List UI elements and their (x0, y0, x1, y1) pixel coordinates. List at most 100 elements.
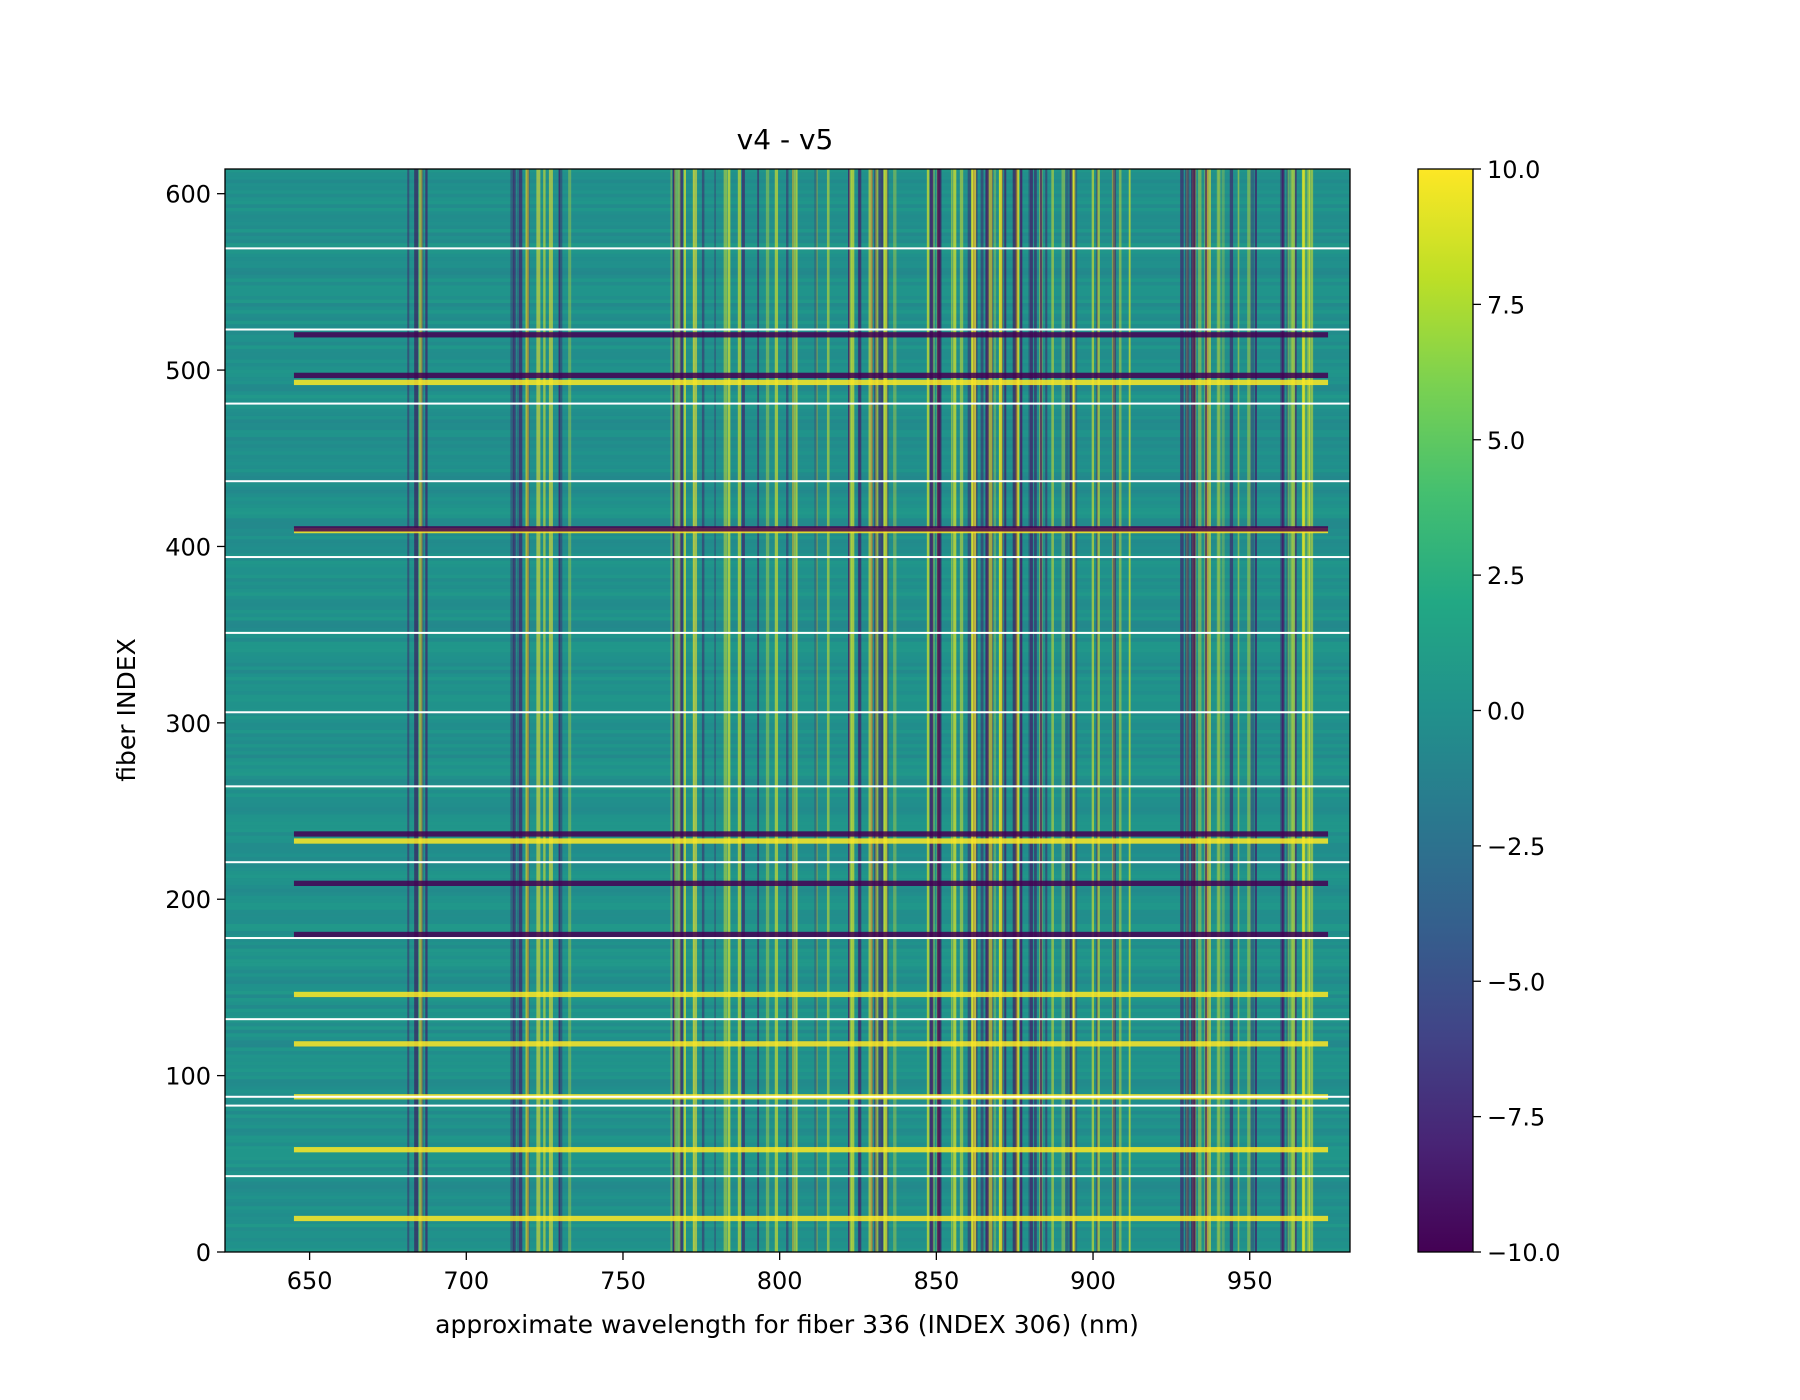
fiber-row-shade (225, 1012, 1350, 1016)
fiber-row-shade (225, 835, 1350, 840)
colorbar-tick-label: −7.5 (1487, 1104, 1545, 1132)
spectral-line (1216, 169, 1220, 1252)
fiber-row-shade (225, 1213, 1350, 1217)
fiber-row-shade (225, 691, 1350, 695)
fiber-row-shade (225, 1079, 1350, 1083)
fiber-row-shade (225, 1022, 1350, 1027)
colorbar-tick-label: 10.0 (1487, 156, 1540, 184)
fiber-row-shade (225, 408, 1350, 413)
fiber-row-shade (225, 803, 1350, 808)
fiber-row-shade (225, 225, 1350, 229)
fiber-row-shade (225, 638, 1350, 642)
spectral-line (543, 169, 546, 1252)
fiber-row-shade (225, 976, 1350, 981)
spectral-line (849, 169, 852, 1252)
fiber-row-shade (225, 542, 1350, 547)
spectral-line (952, 169, 957, 1252)
fiber-row-shade (225, 1209, 1350, 1214)
fiber-row-shade (225, 500, 1350, 505)
fiber-row-shade (225, 451, 1350, 455)
spectral-line (674, 169, 678, 1252)
dark-fiber-row (293, 931, 1329, 938)
x-tick-label: 800 (757, 1267, 803, 1295)
fiber-row-shade (225, 486, 1350, 491)
fiber-row-shade (225, 733, 1350, 737)
x-tick-label: 700 (443, 1267, 489, 1295)
fiber-row-shade (225, 511, 1350, 515)
bright-fiber-row (293, 1215, 1329, 1222)
y-tick-label: 400 (165, 533, 211, 561)
spectral-line (672, 169, 676, 1252)
fiber-row-shade (225, 595, 1350, 600)
fiber-row-shade (225, 1029, 1350, 1034)
heatmap-cells (225, 169, 1350, 1252)
fiber-row-shade (225, 493, 1350, 498)
fiber-row-shade (225, 564, 1350, 568)
fiber-row-shade (225, 955, 1350, 960)
bundle-gap-line (225, 785, 1350, 788)
fiber-row-shade (225, 176, 1350, 180)
fiber-row-shade (225, 789, 1350, 794)
fiber-row-shade (225, 698, 1350, 702)
fiber-row-shade (225, 1057, 1350, 1062)
strong-spectral-line (1191, 169, 1196, 1252)
fiber-row-shade (225, 1072, 1350, 1076)
fiber-row-shade (225, 1100, 1350, 1104)
fiber-row-shade (225, 253, 1350, 258)
fiber-row-shade (225, 204, 1350, 208)
fiber-row-shade (225, 553, 1350, 558)
fiber-row-shade (225, 221, 1350, 226)
spectral-line (1004, 169, 1007, 1252)
fiber-row-shade (225, 902, 1350, 907)
spectral-line (1311, 169, 1314, 1252)
fiber-row-shade (225, 295, 1350, 300)
spectral-line (526, 169, 530, 1252)
fiber-row-shade (225, 394, 1350, 399)
fiber-row-shade (225, 387, 1350, 392)
fiber-row-shade (225, 729, 1350, 734)
fiber-row-shade (225, 267, 1350, 272)
fiber-row-shade (225, 969, 1350, 974)
fiber-row-shade (225, 1075, 1350, 1080)
strong-spectral-line (868, 169, 873, 1252)
spectral-line (425, 169, 428, 1252)
fiber-row-shade (225, 412, 1350, 416)
fiber-row-shade (225, 1163, 1350, 1168)
fiber-row-shade (225, 856, 1350, 861)
fiber-row-shade (225, 288, 1350, 293)
fiber-row-shade (225, 313, 1350, 318)
fiber-row-shade (225, 468, 1350, 473)
fiber-row-shade (225, 708, 1350, 713)
fiber-row-shade (225, 895, 1350, 900)
fiber-row-shade (225, 645, 1350, 649)
spectral-line (1091, 169, 1095, 1252)
y-tick-label: 600 (165, 181, 211, 209)
spectral-line (791, 169, 796, 1252)
fiber-row-shade (225, 243, 1350, 247)
fiber-row-shade (225, 535, 1350, 540)
fiber-row-shade (225, 482, 1350, 487)
spectral-line (980, 169, 984, 1252)
fiber-row-shade (225, 257, 1350, 261)
fiber-row-shade (225, 214, 1350, 219)
spectral-line (1290, 169, 1294, 1252)
spectral-line (874, 169, 878, 1252)
fiber-row-shade (225, 299, 1350, 304)
fiber-row-shade (225, 1160, 1350, 1164)
fiber-row-shade (225, 384, 1350, 388)
fiber-row-shade (225, 779, 1350, 783)
spectral-line (1218, 169, 1221, 1252)
fiber-row-shade (225, 715, 1350, 720)
fiber-row-shade (225, 507, 1350, 512)
spectral-line (1112, 169, 1117, 1252)
fiber-row-shade (225, 497, 1350, 501)
fiber-row-shade (225, 909, 1350, 914)
fiber-row-shade (225, 1234, 1350, 1238)
bundle-gap-line (225, 247, 1350, 250)
fiber-row-shade (225, 430, 1350, 434)
bundle-gap-line (225, 861, 1350, 864)
spectral-line (929, 169, 934, 1252)
spectral-line (407, 169, 410, 1252)
colorbar-tick-label: −5.0 (1487, 968, 1545, 996)
fiber-row-shade (225, 310, 1350, 314)
